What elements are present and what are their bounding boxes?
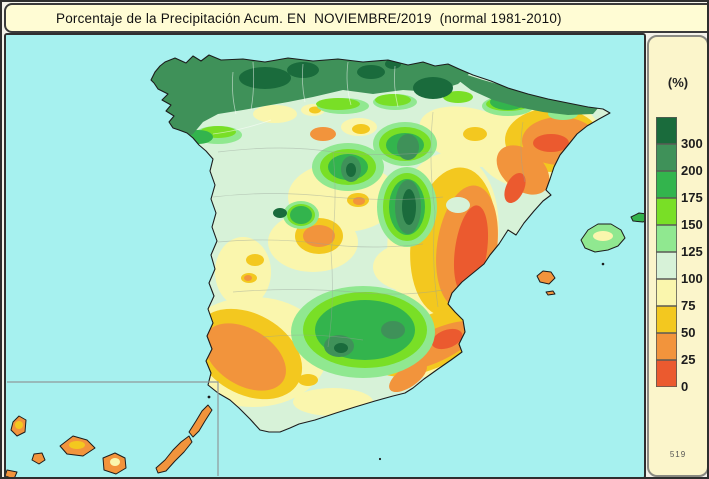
- legend-tick-label: 200: [681, 163, 703, 178]
- menorca-island: [630, 212, 644, 223]
- canary-islands-inset: [6, 381, 219, 477]
- legend-swatch: [656, 117, 677, 144]
- legend-swatch: [656, 279, 677, 306]
- legend-swatch: [656, 198, 677, 225]
- map-title: Porcentaje de la Precipitación Acum. EN …: [56, 10, 562, 26]
- cabrera-islet: [601, 262, 605, 266]
- legend-footnote: 519: [669, 450, 687, 459]
- province-borders: [212, 61, 526, 348]
- lanzarote-island: [188, 404, 213, 438]
- legend-tick-label: 25: [681, 352, 696, 367]
- legend-swatch: [656, 306, 677, 333]
- legend-swatch: [656, 171, 677, 198]
- legend-swatch: [656, 360, 677, 387]
- ibiza-island: [536, 270, 556, 285]
- legend-tick-label: 125: [681, 244, 703, 259]
- spain-precipitation-map: [6, 35, 644, 477]
- alboran-islet: [378, 457, 382, 461]
- legend-tick-label: 300: [681, 136, 703, 151]
- legend-tick-label: 0: [681, 379, 689, 394]
- legend-tick-label: 150: [681, 217, 703, 232]
- legend-tick-label: 175: [681, 190, 703, 205]
- legend-swatch: [656, 252, 677, 279]
- legend-scale: 300 200 175 150 125 100 75 50 25 0: [649, 117, 707, 397]
- legend-tick-label: 75: [681, 298, 696, 313]
- legend-tick-label: 100: [681, 271, 703, 286]
- legend-panel: (%) 300 200 175 150 125 100 75 50 25 0 519: [647, 35, 707, 477]
- spain-coastline: [150, 54, 611, 433]
- el-hierro-island: [6, 469, 18, 477]
- balearic-islands: [378, 212, 644, 461]
- legend-swatch: [656, 144, 677, 171]
- legend-unit-label: (%): [667, 75, 689, 90]
- map-title-bar: Porcentaje de la Precipitación Acum. EN …: [4, 3, 707, 33]
- la-graciosa-islet: [207, 395, 211, 399]
- fuerteventura-island: [155, 435, 193, 474]
- legend-swatch: [656, 333, 677, 360]
- formentera-island: [545, 290, 556, 296]
- map-canvas: [4, 33, 646, 477]
- la-gomera-island: [31, 452, 46, 465]
- legend-swatch: [656, 225, 677, 252]
- legend-tick-label: 50: [681, 325, 696, 340]
